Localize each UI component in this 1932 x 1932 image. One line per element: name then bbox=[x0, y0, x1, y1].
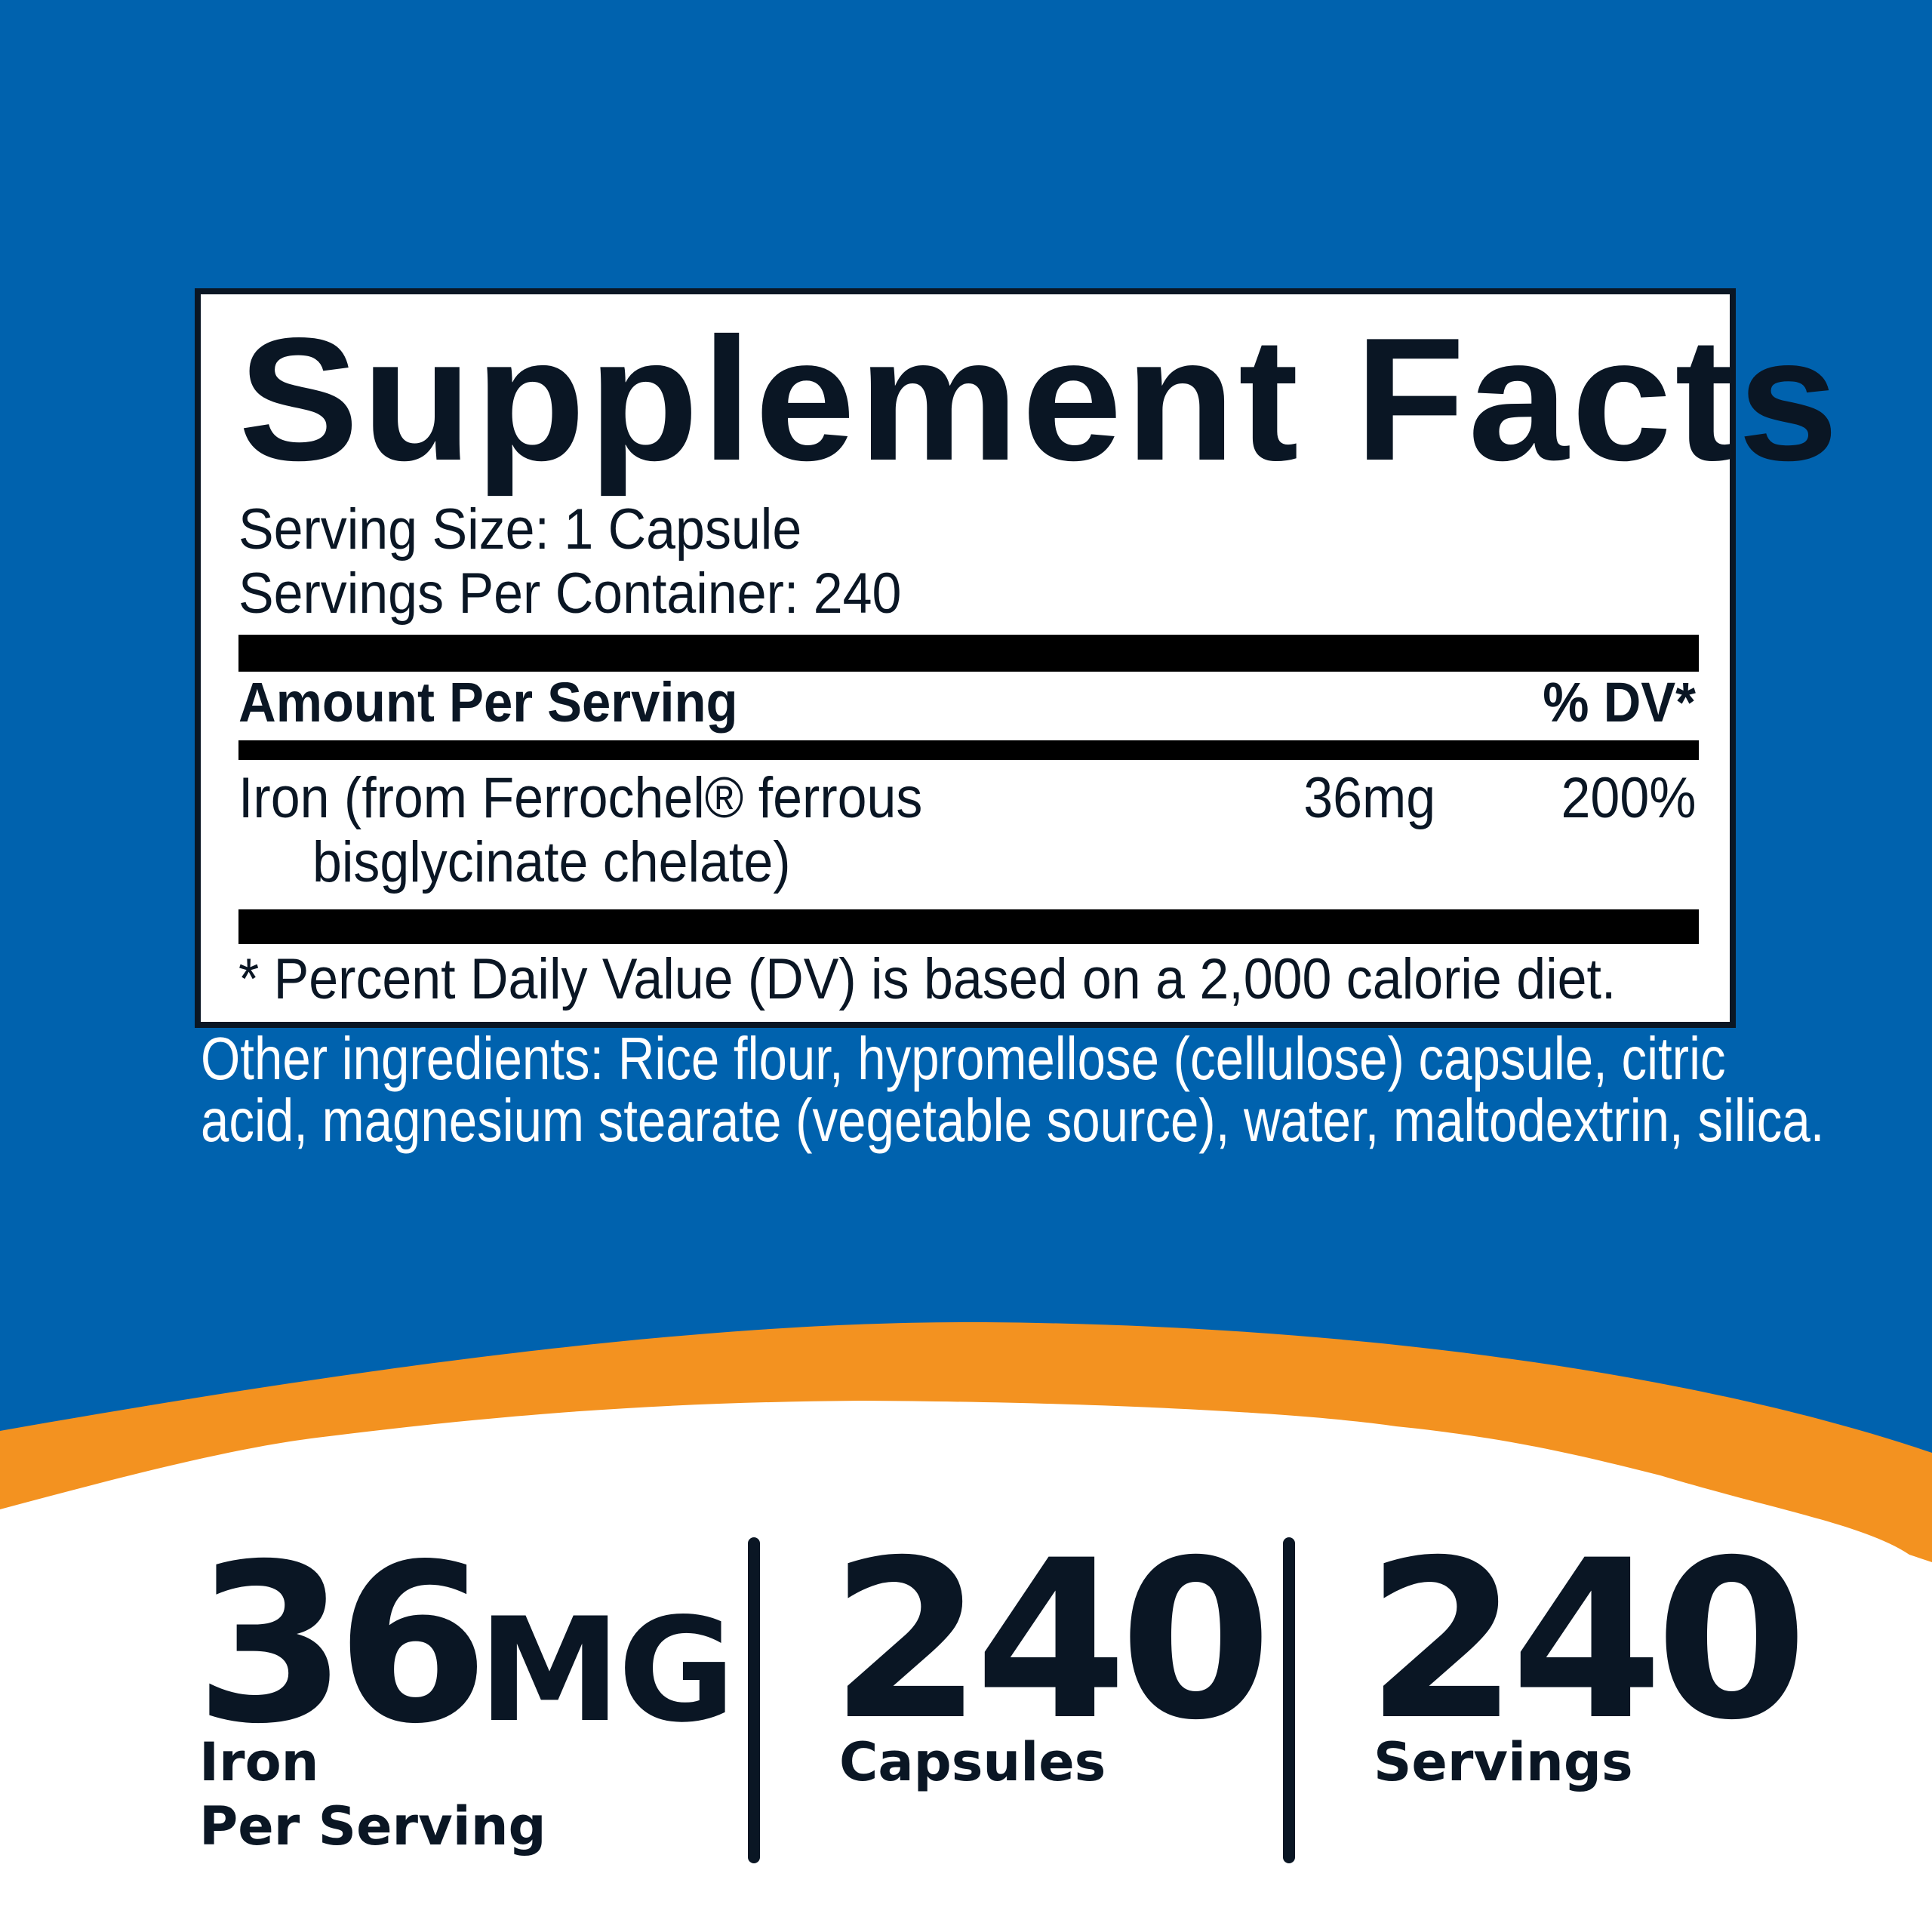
stat-label-cont: Per Serving bbox=[199, 1795, 546, 1857]
stat-label: Iron bbox=[199, 1731, 319, 1793]
stat-divider bbox=[1283, 1537, 1295, 1863]
white-area bbox=[0, 1401, 1932, 1932]
nutrient-name: Iron (from Ferrochel® ferrous bbox=[238, 766, 923, 830]
stat-label: Capsules bbox=[839, 1731, 1106, 1793]
facts-title: Supplement Facts bbox=[238, 302, 1842, 497]
supplement-facts-panel: Supplement Facts Serving Size: 1 Capsule… bbox=[195, 288, 1838, 1028]
medium-divider bbox=[238, 740, 1699, 760]
serving-size: Serving Size: 1 Capsule bbox=[238, 497, 802, 561]
thick-divider bbox=[238, 635, 1699, 672]
header-amount: Amount Per Serving bbox=[238, 671, 738, 734]
nutrient-name-cont: bisglycinate chelate) bbox=[312, 830, 791, 894]
other-ingredients-line2: acid, magnesium stearate (vegetable sour… bbox=[201, 1087, 1825, 1154]
other-ingredients-line1: Other ingredients: Rice flour, hypromell… bbox=[201, 1025, 1726, 1092]
stat-unit: MG bbox=[478, 1587, 736, 1754]
stat-value: 240 bbox=[830, 1514, 1272, 1768]
stat-number: 36 bbox=[195, 1518, 489, 1772]
stat-value: 240 bbox=[1366, 1514, 1807, 1768]
thick-divider bbox=[238, 909, 1699, 944]
servings-per-container: Servings Per Container: 240 bbox=[238, 561, 902, 626]
stat-value: 36MG bbox=[195, 1536, 736, 1755]
footnote: * Percent Daily Value (DV) is based on a… bbox=[238, 947, 1617, 1011]
nutrient-amount: 36mg bbox=[1303, 766, 1435, 830]
stat-divider bbox=[748, 1537, 760, 1863]
stat-label: Servings bbox=[1374, 1731, 1633, 1793]
nutrient-dv: 200% bbox=[1561, 766, 1696, 830]
other-ingredients: Other ingredients: Rice flour, hypromell… bbox=[201, 1028, 1824, 1152]
header-dv: % DV* bbox=[1543, 671, 1696, 734]
